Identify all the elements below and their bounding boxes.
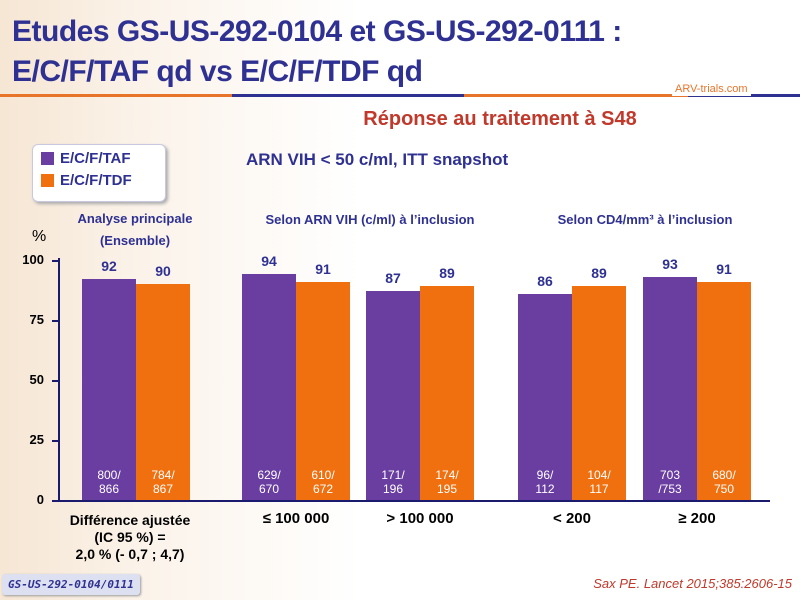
legend: E/C/F/TAF E/C/F/TDF — [32, 144, 166, 202]
bar-count-label: 171/196 — [381, 468, 405, 496]
legend-swatch — [41, 174, 54, 187]
y-tick-label: 0 — [36, 492, 44, 507]
bar-taf — [366, 291, 420, 500]
title-divider — [0, 94, 800, 97]
bar-taf — [242, 274, 296, 500]
y-tick-label: 75 — [29, 312, 44, 327]
bar-value-label: 89 — [591, 265, 607, 282]
y-axis — [58, 258, 60, 502]
x-category-label: > 100 000 — [386, 510, 454, 527]
bar-count-label: 629/670 — [257, 468, 281, 496]
bar-count-label: 610/672 — [311, 468, 335, 496]
bar-value-label: 92 — [101, 258, 117, 275]
y-tick — [52, 440, 58, 442]
bar-count-label: 174/195 — [435, 468, 459, 496]
y-tick-label: 100 — [22, 252, 44, 267]
legend-item-tdf: E/C/F/TDF — [41, 172, 157, 189]
bar-count-label: 703/753 — [658, 468, 682, 496]
bar-tdf — [420, 286, 474, 500]
x-axis — [52, 500, 770, 502]
y-tick — [52, 260, 58, 262]
x-category-label: ≥ 200 — [678, 510, 716, 527]
bar-taf — [518, 293, 572, 500]
bar-value-label: 94 — [261, 253, 277, 270]
x-category-label: ≤ 100 000 — [262, 510, 330, 527]
adjusted-difference: Différence ajustée (IC 95 %) = 2,0 % (- 0,… — [55, 512, 205, 563]
bar-tdf — [572, 286, 626, 500]
bar-tdf — [296, 281, 350, 500]
y-tick-label: 50 — [29, 372, 44, 387]
x-category-label: < 200 — [553, 510, 591, 527]
group-header-rna: Selon ARN VIH (c/ml) à l’inclusion — [265, 212, 475, 227]
group-header-cd4: Selon CD4/mm³ à l’inclusion — [557, 212, 733, 227]
bar-value-label: 86 — [537, 272, 553, 289]
bar-count-label: 784/867 — [151, 468, 175, 496]
y-axis-label: % — [32, 228, 47, 245]
y-tick — [52, 320, 58, 322]
y-tick — [52, 500, 58, 502]
annotation-line: 2,0 % (- 0,7 ; 4,7) — [75, 546, 185, 562]
slide-title: Etudes GS-US-292-0104 et GS-US-292-0111 … — [12, 12, 622, 92]
legend-item-taf: E/C/F/TAF — [41, 150, 157, 167]
study-badge: GS-US-292-0104/0111 — [2, 574, 140, 595]
title-line-1: Etudes GS-US-292-0104 et GS-US-292-0111 … — [12, 15, 622, 48]
bar-value-label: 91 — [716, 260, 732, 277]
legend-swatch — [41, 152, 54, 165]
bar-value-label: 91 — [315, 260, 331, 277]
bar-tdf — [136, 284, 190, 500]
bar-count-label: 104/117 — [587, 468, 611, 496]
bar-value-label: 93 — [662, 255, 678, 272]
bar-count-label: 680/750 — [712, 468, 736, 496]
title-line-2: E/C/F/TAF qd vs E/C/F/TDF qd — [12, 55, 423, 88]
y-tick-label: 25 — [29, 432, 44, 447]
bar-count-label: 96/112 — [535, 468, 555, 496]
chart-subtitle: ARN VIH < 50 c/ml, ITT snapshot — [246, 150, 509, 169]
bar-count-label: 800/866 — [97, 468, 121, 496]
bar-value-label: 90 — [155, 263, 171, 279]
chart-title: Réponse au traitement à S48 — [363, 108, 637, 130]
annotation-line: Différence ajustée — [69, 512, 191, 528]
bar-tdf — [697, 281, 751, 500]
legend-label: E/C/F/TDF — [60, 172, 132, 189]
group-header-overall: Analyse principale (Ensemble) — [77, 211, 193, 248]
y-tick — [52, 380, 58, 382]
bar-value-label: 89 — [439, 265, 455, 282]
legend-label: E/C/F/TAF — [60, 150, 131, 167]
bar-value-label: 87 — [385, 270, 401, 287]
arv-trials-logo: ARV-trials.com — [672, 82, 751, 96]
bar-taf — [82, 279, 136, 500]
annotation-line: (IC 95 %) = — [94, 529, 166, 545]
reference: Sax PE. Lancet 2015;385:2606-15 — [593, 576, 792, 591]
bar-taf — [643, 276, 697, 500]
